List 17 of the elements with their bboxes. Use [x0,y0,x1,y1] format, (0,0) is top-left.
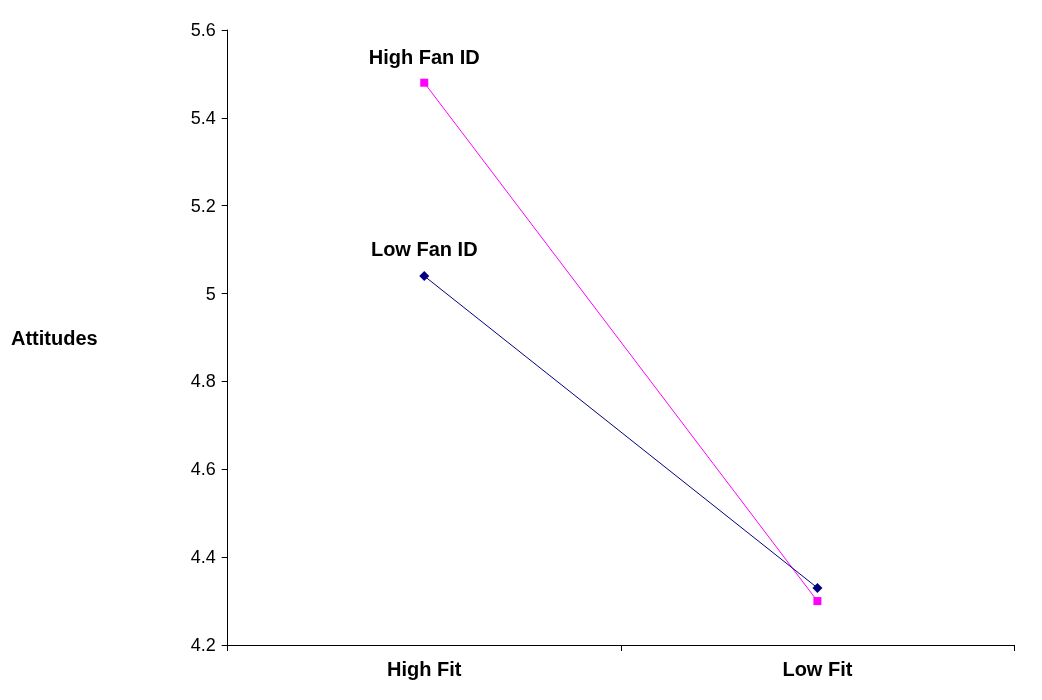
y-tick-label: 5.2 [190,195,216,216]
y-tick-label: 5.6 [190,20,216,40]
y-tick-label: 4.2 [190,635,216,655]
y-axis-title: Attitudes [10,326,98,349]
series-label: Low Fan ID [370,238,478,260]
y-tick-label: 4.4 [190,547,216,568]
point [419,271,430,281]
y-tick-label: 5.4 [190,107,216,128]
y-tick-label: 4.6 [190,459,216,480]
point [813,597,822,606]
x-tick-label: High Fit [387,658,462,680]
y-tick-label: 5 [205,283,216,304]
series-label: High Fan ID [368,45,480,68]
y-tick-label: 4.8 [190,371,216,392]
x-tick-label: Low Fit [782,658,853,680]
point [420,78,429,87]
point [812,582,823,593]
